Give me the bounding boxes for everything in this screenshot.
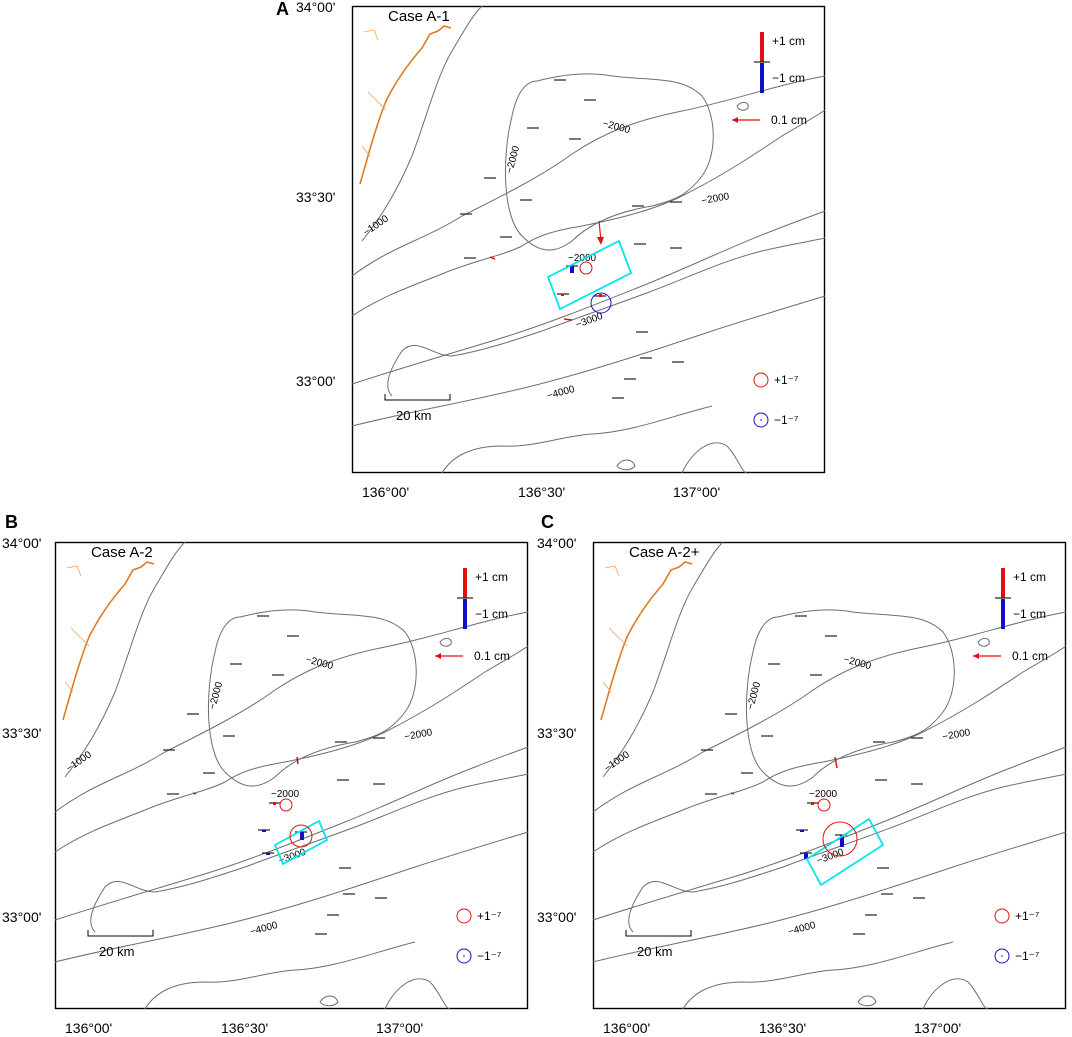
legend-down-label: −1 cm bbox=[475, 607, 509, 621]
legend-circle-positive bbox=[994, 908, 1010, 924]
lat-tick-label: 33°00' bbox=[537, 909, 577, 925]
scale-bar-label: 20 km bbox=[637, 944, 673, 959]
legend-circle-pos-label: +1⁻⁷ bbox=[1015, 909, 1040, 923]
station-markers bbox=[701, 615, 925, 935]
panel-letter: B bbox=[5, 512, 18, 532]
legend-circle-pos-label: +1⁻⁷ bbox=[774, 373, 799, 387]
legend-uplift-bar bbox=[760, 32, 764, 62]
legend-subsidence-bar bbox=[1001, 599, 1005, 629]
legend-uplift-bar bbox=[463, 568, 467, 598]
legend-subsidence-bar bbox=[760, 63, 764, 93]
lat-tick-label: 33°30' bbox=[296, 189, 336, 205]
map-panel-b: B 34°00' 33°30' 33°00' 136°00' 136°30' 1… bbox=[2, 512, 529, 1036]
scale-bar bbox=[384, 394, 451, 401]
legend-horizontal-label: 0.1 cm bbox=[771, 113, 808, 127]
bathymetry-contours bbox=[54, 541, 529, 1010]
panel-letter: A bbox=[276, 0, 289, 19]
station-markers bbox=[163, 615, 387, 935]
map-panel-a: A 34°00' 33°30' 33°00' 136°00' 136°30' 1… bbox=[276, 0, 826, 500]
legend-horizontal-label: 0.1 cm bbox=[1012, 649, 1049, 663]
lat-tick-label: 33°00' bbox=[2, 909, 42, 925]
strain-circle-positive bbox=[289, 824, 313, 848]
lat-tick-label: 33°00' bbox=[296, 373, 336, 389]
legend-circle-positive bbox=[456, 908, 472, 924]
strain-circle-positive bbox=[279, 798, 293, 812]
case-title: Case A-2+ bbox=[627, 544, 702, 561]
lon-tick-label: 136°00' bbox=[362, 484, 410, 500]
lon-tick-label: 136°00' bbox=[65, 1020, 113, 1036]
legend-circle-neg-label: −1⁻⁷ bbox=[477, 949, 502, 963]
lon-tick-label: 137°00' bbox=[376, 1020, 424, 1036]
legend-uplift-bar bbox=[1001, 568, 1005, 598]
lat-tick-label: 34°00' bbox=[537, 535, 577, 551]
legend-horizontal-label: 0.1 cm bbox=[474, 649, 511, 663]
lon-tick-label: 136°30' bbox=[221, 1020, 269, 1036]
lon-tick-label: 137°00' bbox=[914, 1020, 962, 1036]
legend-up-label: +1 cm bbox=[1013, 570, 1047, 584]
lat-tick-label: 33°30' bbox=[537, 725, 577, 741]
scale-bar bbox=[87, 930, 154, 937]
panel-letter: C bbox=[541, 512, 554, 532]
map-frame: −1000 −2000 −2000 −2000 −2000 −3000 −400… bbox=[592, 541, 1067, 1010]
contour-label: −2000 bbox=[404, 727, 434, 743]
legend-circle-negative bbox=[753, 412, 769, 428]
displacement-vectors bbox=[489, 220, 606, 321]
fault-box bbox=[805, 817, 885, 887]
contour-label: −2000 bbox=[942, 727, 972, 743]
lat-tick-label: 33°30' bbox=[2, 725, 42, 741]
fault-box bbox=[546, 239, 633, 311]
legend-down-label: −1 cm bbox=[772, 71, 806, 85]
contour-label: −2000 bbox=[809, 789, 838, 800]
case-title: Case A-1 bbox=[386, 8, 452, 25]
bathymetry-contours bbox=[351, 5, 826, 474]
legend-up-label: +1 cm bbox=[475, 570, 509, 584]
legend-down-label: −1 cm bbox=[1013, 607, 1047, 621]
lon-tick-label: 136°30' bbox=[518, 484, 566, 500]
legend-circle-neg-label: −1⁻⁷ bbox=[1015, 949, 1040, 963]
lon-tick-label: 137°00' bbox=[673, 484, 721, 500]
bathymetry-contours bbox=[592, 541, 1067, 1010]
lat-tick-label: 34°00' bbox=[2, 535, 42, 551]
scale-bar-label: 20 km bbox=[396, 408, 432, 423]
strain-circle-positive bbox=[822, 821, 858, 857]
fault-box bbox=[273, 819, 329, 866]
map-frame: −1000 −2000 −2000 −2000 −2000 −3000 −400… bbox=[54, 541, 529, 1010]
case-title: Case A-2 bbox=[89, 544, 155, 561]
legend-up-label: +1 cm bbox=[772, 34, 806, 48]
contour-label: −2000 bbox=[568, 253, 597, 264]
legend-subsidence-bar bbox=[463, 599, 467, 629]
strain-circle-negative bbox=[590, 292, 612, 314]
scale-bar-label: 20 km bbox=[99, 944, 135, 959]
strain-circle-positive bbox=[579, 261, 593, 275]
strain-circle-positive bbox=[817, 798, 831, 812]
lon-tick-label: 136°30' bbox=[759, 1020, 807, 1036]
legend-circle-negative bbox=[456, 948, 472, 964]
station-markers bbox=[460, 79, 684, 399]
legend-circle-neg-label: −1⁻⁷ bbox=[774, 413, 799, 427]
lat-tick-label: 34°00' bbox=[296, 0, 336, 15]
contour-label: −2000 bbox=[271, 789, 300, 800]
legend-circle-positive bbox=[753, 372, 769, 388]
map-frame: −1000 −2000 −2000 −2000 −2000 −3000 −400… bbox=[351, 5, 826, 474]
contour-label: −2000 bbox=[701, 191, 731, 207]
legend-circle-pos-label: +1⁻⁷ bbox=[477, 909, 502, 923]
scale-bar bbox=[625, 930, 692, 937]
lon-tick-label: 136°00' bbox=[603, 1020, 651, 1036]
legend-circle-negative bbox=[994, 948, 1010, 964]
map-panel-c: C 34°00' 33°30' 33°00' 136°00' 136°30' 1… bbox=[537, 512, 1067, 1036]
